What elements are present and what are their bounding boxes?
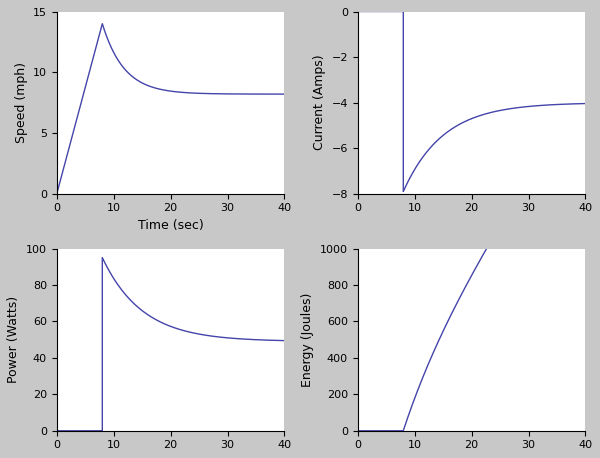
Y-axis label: Power (Watts): Power (Watts) [7,296,20,383]
Y-axis label: Speed (mph): Speed (mph) [14,62,28,143]
X-axis label: Time (sec): Time (sec) [138,219,203,232]
Y-axis label: Energy (Joules): Energy (Joules) [301,293,314,387]
Y-axis label: Current (Amps): Current (Amps) [313,55,326,150]
